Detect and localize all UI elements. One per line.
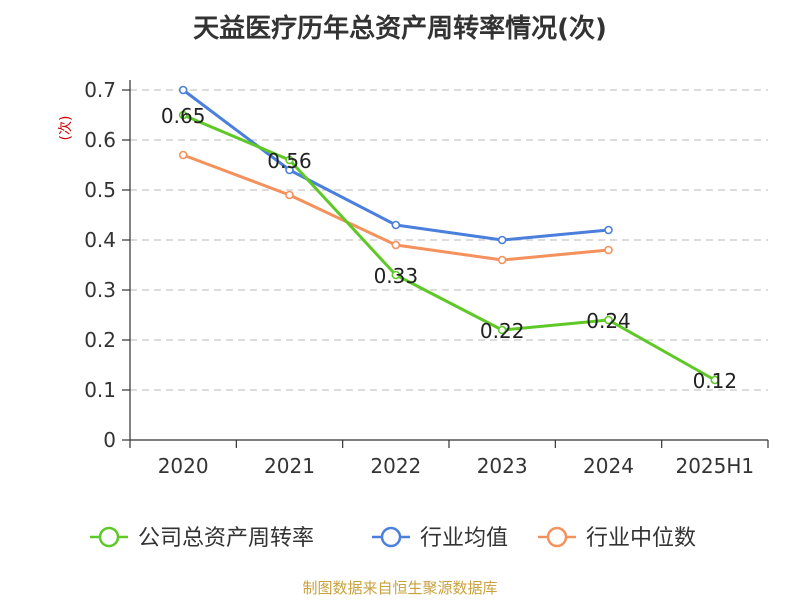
series-line [182, 113, 716, 382]
x-tick-label: 2025H1 [675, 454, 754, 478]
data-point [497, 235, 507, 245]
data-point [604, 315, 613, 325]
y-tick-label: 0.6 [84, 128, 116, 152]
legend-swatch-marker [546, 526, 568, 548]
data-point [178, 110, 188, 120]
x-tick-label: 2021 [264, 454, 315, 478]
legend-label: 公司总资产周转率 [138, 526, 314, 551]
data-label: 0.56 [267, 149, 312, 173]
data-label: 0.24 [586, 309, 631, 333]
data-point [497, 325, 507, 335]
y-tick-label: 0.1 [84, 378, 116, 402]
chart-title: 天益医疗历年总资产周转率情况(次) [193, 14, 607, 44]
data-point [497, 255, 507, 265]
data-point [285, 190, 294, 200]
y-axis-label: (次) [58, 116, 74, 141]
data-point [178, 150, 188, 160]
tick-labels: 0 0.1 0.2 0.3 0.4 0.5 0.6 0.7 (次) 2020 2021 2022 202… [58, 78, 754, 478]
data-point [391, 240, 401, 250]
y-tick-label: 0.2 [84, 328, 116, 352]
series-line [182, 88, 609, 242]
data-point [391, 220, 401, 230]
legend-label: 行业中位数 [586, 526, 696, 551]
x-tick-label: 2024 [583, 454, 634, 478]
data-point [604, 225, 613, 235]
y-tick-label: 0 [103, 428, 116, 452]
legend-swatch-marker [380, 526, 402, 548]
data-point [178, 85, 188, 95]
x-tick-label: 2023 [477, 454, 528, 478]
data-label: 0.12 [693, 369, 738, 393]
series-lines [178, 85, 720, 385]
legend: 公司总资产周转率 行业均值 行业中位数 [90, 526, 696, 551]
data-label: 0.22 [480, 319, 525, 343]
data-point [285, 155, 294, 165]
y-tick-label: 0.3 [84, 278, 116, 302]
data-label: 0.33 [374, 264, 419, 288]
legend-swatch-marker [98, 526, 120, 548]
y-tick-label: 0.4 [84, 228, 116, 252]
data-point [285, 165, 294, 175]
y-tick-label: 0.7 [84, 78, 116, 102]
data-label: 0.65 [161, 104, 206, 128]
x-tick-label: 2020 [158, 454, 209, 478]
data-labels: 0.65 0.56 0.33 0.22 0.24 0.12 [161, 104, 737, 393]
data-point [710, 375, 720, 385]
legend-label: 行业均值 [420, 526, 508, 551]
grid-lines [130, 89, 768, 391]
data-point [604, 245, 613, 255]
y-tick-label: 0.5 [84, 178, 116, 202]
source-note: 制图数据来自恒生聚源数据库 [302, 579, 498, 597]
axes [122, 80, 769, 448]
data-point [391, 270, 401, 280]
x-tick-label: 2022 [370, 454, 421, 478]
